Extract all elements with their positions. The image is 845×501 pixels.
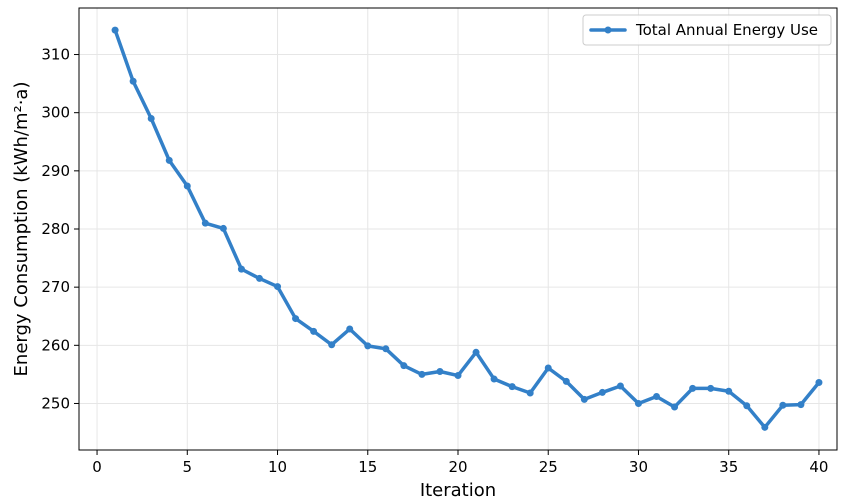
data-point bbox=[274, 283, 282, 291]
y-tick-label: 260 bbox=[41, 336, 70, 354]
y-tick-label: 280 bbox=[41, 220, 70, 238]
data-point bbox=[653, 392, 661, 400]
y-tick-label: 310 bbox=[41, 46, 70, 64]
data-point bbox=[346, 325, 354, 333]
data-point bbox=[436, 367, 444, 375]
legend-marker-swatch bbox=[604, 26, 612, 34]
legend-label: Total Annual Energy Use bbox=[635, 21, 818, 39]
data-point bbox=[634, 399, 642, 407]
data-point bbox=[562, 377, 570, 385]
data-point bbox=[526, 389, 534, 397]
data-point bbox=[707, 384, 715, 392]
x-tick-label: 25 bbox=[539, 458, 558, 476]
data-point bbox=[310, 327, 318, 335]
data-point bbox=[147, 115, 155, 122]
x-tick-label: 15 bbox=[358, 458, 377, 476]
legend: Total Annual Energy Use bbox=[582, 14, 832, 46]
grid bbox=[79, 8, 837, 450]
x-tick-label: 0 bbox=[92, 458, 102, 476]
data-point bbox=[237, 265, 245, 273]
data-point bbox=[400, 362, 408, 370]
x-tick-label: 20 bbox=[448, 458, 467, 476]
data-point bbox=[580, 395, 588, 403]
x-tick-label: 30 bbox=[629, 458, 648, 476]
data-point bbox=[454, 372, 462, 380]
y-tick-label: 290 bbox=[41, 162, 70, 180]
data-point bbox=[165, 156, 173, 164]
x-tick-label: 5 bbox=[183, 458, 193, 476]
series-layer bbox=[111, 26, 823, 431]
data-point bbox=[598, 388, 606, 396]
data-point bbox=[292, 315, 300, 323]
legend-box bbox=[582, 14, 832, 46]
data-point bbox=[219, 224, 227, 232]
data-point bbox=[797, 401, 805, 409]
data-point bbox=[689, 384, 697, 392]
y-tick-label: 270 bbox=[41, 278, 70, 296]
y-axis-title: Energy Consumption (kWh/m²·a) bbox=[11, 82, 32, 377]
data-point bbox=[671, 403, 679, 411]
x-axis: 0 5 10 15 20 25 30 35 40 bbox=[92, 450, 828, 476]
data-point bbox=[183, 182, 191, 190]
data-point bbox=[725, 387, 733, 395]
data-point bbox=[328, 341, 336, 349]
data-point bbox=[111, 26, 119, 34]
data-point bbox=[364, 342, 372, 350]
data-point bbox=[201, 219, 209, 227]
x-tick-label: 40 bbox=[809, 458, 828, 476]
data-point bbox=[761, 423, 769, 431]
x-tick-label: 35 bbox=[719, 458, 738, 476]
data-point bbox=[382, 345, 390, 353]
y-tick-label: 300 bbox=[41, 104, 70, 122]
data-point bbox=[418, 370, 426, 378]
series-line bbox=[113, 28, 821, 430]
data-point bbox=[490, 375, 498, 383]
x-axis-title: Iteration bbox=[420, 480, 496, 501]
data-point bbox=[815, 379, 823, 387]
data-point bbox=[779, 401, 787, 409]
data-point bbox=[616, 382, 624, 390]
y-tick-label: 250 bbox=[41, 394, 70, 412]
data-point bbox=[129, 77, 137, 85]
x-tick-label: 10 bbox=[268, 458, 287, 476]
data-point bbox=[255, 274, 263, 282]
y-axis: 250 260 270 280 290 300 310 bbox=[41, 46, 79, 412]
data-point bbox=[544, 364, 552, 372]
data-point bbox=[472, 348, 480, 356]
data-point bbox=[508, 383, 516, 391]
data-point bbox=[743, 402, 751, 410]
